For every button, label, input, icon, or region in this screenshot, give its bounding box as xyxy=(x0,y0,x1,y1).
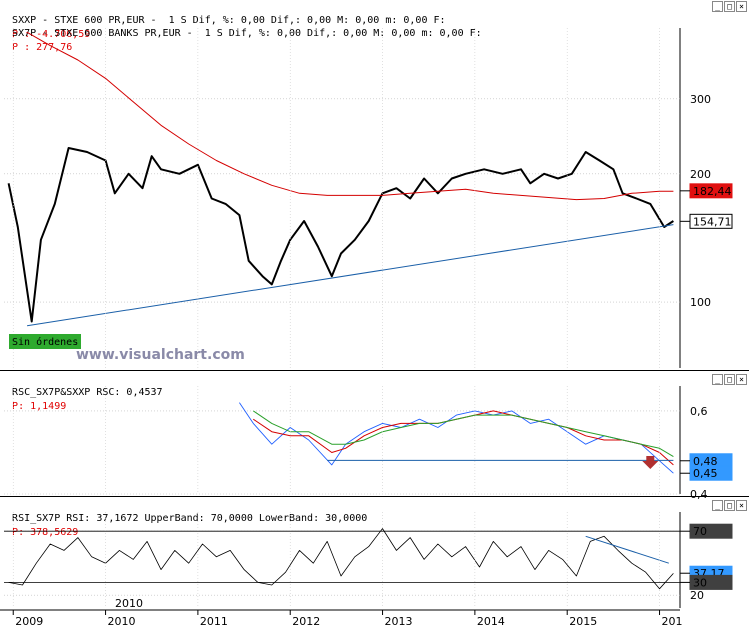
sin-ordenes-label: Sin órdenes xyxy=(12,336,78,348)
x-tick-label: 2015 xyxy=(569,615,597,628)
main-y-tick-label: 200 xyxy=(690,168,711,181)
main-value-tag-label: 154,71 xyxy=(693,215,732,228)
header-rsc-text: RSC_SX7P&SXXP RSC: 0,4537 xyxy=(12,387,163,398)
main-y-tick-label: 100 xyxy=(690,296,711,309)
main-value-tag-label: 182,44 xyxy=(693,185,732,198)
x-tick-label: 201 xyxy=(662,615,683,628)
header-line-sxxp-value: P : -4.706,59 xyxy=(12,29,91,40)
rsc-series-ma1 xyxy=(253,410,674,466)
header-line-sxxp: SXXP - STXE 600 PR,EUR - 1 S Dif, %: 0,0… xyxy=(0,0,445,40)
main-series-trendline xyxy=(27,224,674,327)
rsi-series-trendline xyxy=(585,535,669,564)
header-rsi: RSI_SX7P RSI: 37,1672 UpperBand: 70,0000… xyxy=(0,498,367,538)
rsi-minimize-button[interactable]: _ xyxy=(712,500,723,511)
rsc-divider xyxy=(0,370,749,371)
x-sub-label: 2010 xyxy=(115,597,143,610)
maximize-button[interactable]: □ xyxy=(724,1,735,12)
x-tick-label: 2010 xyxy=(108,615,136,628)
watermark: www.visualchart.com xyxy=(76,347,245,363)
x-tick-label: 2011 xyxy=(200,615,228,628)
rsi-maximize-button[interactable]: □ xyxy=(724,500,735,511)
rsc-maximize-button[interactable]: □ xyxy=(724,374,735,385)
rsi-value-tag-label: 70 xyxy=(693,525,707,538)
rsi-close-button[interactable]: × xyxy=(736,500,747,511)
sin-ordenes-box xyxy=(9,334,81,349)
header-rsc-value: P: 1,1499 xyxy=(12,401,67,412)
rsc-series-ma2 xyxy=(253,410,674,458)
header-rsi-text: RSI_SX7P RSI: 37,1672 UpperBand: 70,0000… xyxy=(12,513,368,524)
x-tick-label: 2012 xyxy=(292,615,320,628)
x-tick-label: 2013 xyxy=(385,615,413,628)
main-panel: 100 200 300 182,44 154,71 xyxy=(4,28,733,368)
rsc-y-tick-label: 0,6 xyxy=(690,405,708,418)
header-line-sxxp-text: SXXP - STXE 600 PR,EUR - 1 S Dif, %: 0,0… xyxy=(12,15,446,26)
rsi-series-rsi xyxy=(8,528,674,590)
x-tick-label: 2009 xyxy=(15,615,43,628)
rsc-value-tag-label: 0,45 xyxy=(693,467,718,480)
main-series-sx7p xyxy=(7,147,674,323)
rsc-minimize-button[interactable]: _ xyxy=(712,374,723,385)
close-button[interactable]: × xyxy=(736,1,747,12)
rsc-close-button[interactable]: × xyxy=(736,374,747,385)
rsi-y-tick-label: 20 xyxy=(690,589,704,602)
x-tick-label: 2014 xyxy=(477,615,505,628)
rsi-value-tag-label: 30 xyxy=(693,576,707,589)
rsi-window-buttons: _ □ × xyxy=(712,500,747,511)
rsi-divider xyxy=(0,496,749,497)
x-axis: 2009 2010 2011 2012 2013 2014 2015 201 2010 xyxy=(0,28,683,628)
down-arrow-icon xyxy=(642,456,659,469)
rsc-y-tick-label: 0,4 xyxy=(690,488,708,501)
rsc-window-buttons: _ □ × xyxy=(712,374,747,385)
minimize-button[interactable]: _ xyxy=(712,1,723,12)
header-rsc: RSC_SX7P&SXXP RSC: 0,4537 P: 1,1499 xyxy=(0,372,163,412)
header-rsi-value: P: 378,5629 xyxy=(12,527,79,538)
main-y-tick-label: 300 xyxy=(690,93,711,106)
rsc-value-tag-label: 0,48 xyxy=(693,455,718,468)
rsc-series-rsc xyxy=(239,402,674,474)
rsc-panel: 0,4 0,6 0,480,45 xyxy=(4,386,733,501)
header-line-sx7p-text: SX7P - STXE 600 BANKS PR,EUR - 1 S Dif, … xyxy=(12,28,482,39)
main-series-ma xyxy=(26,31,674,201)
window-buttons: _ □ × xyxy=(712,1,747,12)
